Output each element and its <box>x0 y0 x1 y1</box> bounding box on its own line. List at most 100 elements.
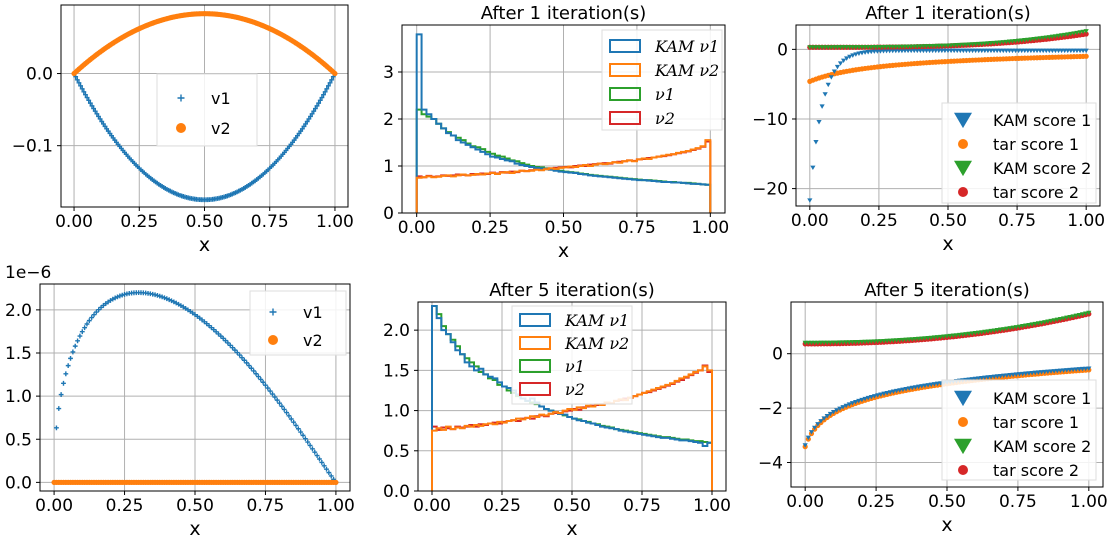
histogram-KAM-ν1 <box>415 33 712 213</box>
data-point-kam-score-2 <box>1031 37 1037 42</box>
y-tick-label: −4 <box>758 454 783 474</box>
data-point-kam-score-2 <box>1042 320 1048 325</box>
data-point-v1 <box>75 338 80 344</box>
data-point-v1 <box>312 449 318 455</box>
data-point-kam-score-1 <box>1054 368 1060 374</box>
data-point-kam-score-2 <box>991 328 997 333</box>
data-point-kam-score-2 <box>944 334 950 339</box>
data-point-v1 <box>327 80 333 86</box>
data-point-v1 <box>70 349 76 355</box>
legend-label: tar score 1 <box>993 413 1079 432</box>
data-point-kam-score-2 <box>950 333 956 338</box>
data-point-kam-score-1 <box>868 394 874 400</box>
data-point-v1 <box>253 371 259 377</box>
data-point-kam-score-1 <box>878 392 884 397</box>
data-point-v1 <box>298 429 304 435</box>
data-point-kam-score-2 <box>1074 30 1080 36</box>
data-point-v1 <box>302 436 308 442</box>
x-tick-label: 0.75 <box>623 496 661 516</box>
y-tick-label: 1 <box>383 157 394 177</box>
data-point-kam-score-2 <box>994 328 1001 333</box>
data-point-kam-score-2 <box>960 332 966 337</box>
data-point-kam-score-1 <box>844 56 850 61</box>
data-point-v1 <box>87 100 93 106</box>
x-tick-label: 1.00 <box>1067 211 1105 231</box>
data-point-kam-score-2 <box>1020 324 1026 329</box>
histogram-KAM-ν2 <box>431 365 713 491</box>
chart-title: After 1 iteration(s) <box>481 3 647 24</box>
data-point-v1 <box>79 86 85 92</box>
legend-label: KAM ν2 <box>654 61 719 80</box>
data-point-kam-score-1 <box>859 50 865 56</box>
y-tick-label: 0.5 <box>5 430 32 450</box>
data-point-kam-score-1 <box>850 53 856 58</box>
data-point-kam-score-1 <box>862 50 868 55</box>
axes-frame <box>60 4 349 208</box>
data-point-kam-score-2 <box>1079 312 1086 317</box>
data-point-kam-score-2 <box>893 338 900 343</box>
data-point-v1 <box>89 103 95 109</box>
data-point-kam-score-1 <box>890 389 897 394</box>
legend-label: tar score 1 <box>993 135 1079 154</box>
legend-marker <box>958 139 968 149</box>
legend-marker <box>176 123 186 133</box>
legend-swatch <box>609 63 641 77</box>
data-point-kam-score-2 <box>1057 316 1064 322</box>
legend-label: v2 <box>303 331 323 350</box>
legend-marker <box>958 417 968 427</box>
data-point-kam-score-1 <box>1010 372 1016 378</box>
data-point-kam-score-2 <box>1004 326 1010 332</box>
data-point-v1 <box>97 116 103 122</box>
data-point-kam-score-1 <box>1007 373 1013 378</box>
data-point-v1 <box>68 355 73 361</box>
legend-marker <box>958 187 968 197</box>
data-point-kam-score-2 <box>928 335 934 341</box>
y-tick-label: 0.0 <box>26 65 53 85</box>
data-point-kam-score-2 <box>1026 322 1032 328</box>
data-point-kam-score-1 <box>887 390 893 395</box>
data-point-v1 <box>61 380 66 386</box>
data-point-kam-score-2 <box>897 338 903 343</box>
data-point-kam-score-1 <box>982 375 988 381</box>
legend-marker <box>954 160 972 177</box>
data-point-kam-score-1 <box>865 395 871 401</box>
data-point-v1 <box>303 121 309 127</box>
data-point-v1 <box>306 116 312 122</box>
legend-label: ν2 <box>655 109 675 128</box>
data-point-v1 <box>96 114 101 119</box>
data-point-kam-score-1 <box>853 399 859 405</box>
data-point-kam-score-2 <box>1068 31 1074 37</box>
data-point-kam-score-2 <box>922 336 928 341</box>
data-point-kam-score-2 <box>1013 325 1019 330</box>
data-point-kam-score-2 <box>1010 325 1016 331</box>
data-point-kam-score-1 <box>802 443 808 448</box>
data-point-kam-score-2 <box>947 333 953 339</box>
legend-box <box>941 379 1097 481</box>
x-tick-label: 0.25 <box>120 212 158 232</box>
x-tick-label: 0.00 <box>791 211 829 231</box>
legend-label: KAM ν1 <box>564 311 629 330</box>
data-point-v1 <box>91 106 97 111</box>
x-tick-label: 0.50 <box>176 496 214 516</box>
chart-p6: 0.00 0.25 0.50 0.75 1.00 −4 −2 0 x After 5 iterat… <box>758 280 1108 536</box>
data-point-kam-score-2 <box>1016 324 1023 329</box>
data-point-v1 <box>272 394 278 400</box>
data-point-v1 <box>324 86 330 92</box>
y-tick-label: 0 <box>777 40 788 60</box>
data-point-v1 <box>322 89 328 95</box>
data-point-v1 <box>329 77 335 83</box>
data-point-kam-score-1 <box>825 82 831 88</box>
data-point-kam-score-1 <box>1048 369 1054 374</box>
data-point-kam-score-2 <box>1037 36 1043 41</box>
x-tick-label: 0.25 <box>860 211 898 231</box>
data-point-kam-score-1 <box>830 409 837 415</box>
legend-label: ν1 <box>565 357 585 376</box>
data-point-v1 <box>270 391 275 397</box>
data-point-v1 <box>305 439 311 445</box>
data-point-v1 <box>319 460 325 465</box>
data-point-kam-score-1 <box>1004 373 1010 378</box>
data-point-kam-score-2 <box>1035 321 1041 326</box>
data-point-kam-score-2 <box>884 338 890 344</box>
y-tick-label: 2.0 <box>5 301 32 321</box>
data-point-kam-score-1 <box>897 388 903 393</box>
